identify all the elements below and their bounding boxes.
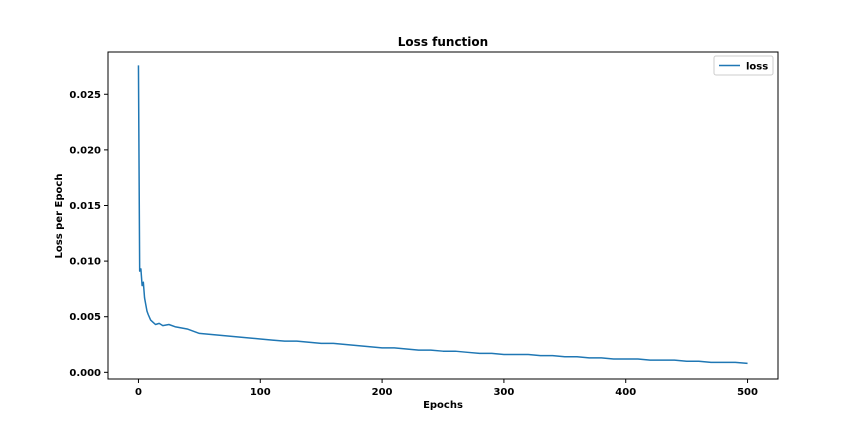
x-axis-ticks: 0 100 200 300 400 500 xyxy=(135,379,758,398)
series-layer xyxy=(137,65,748,365)
legend-box xyxy=(713,55,774,76)
x-tick-label: 100 xyxy=(250,387,271,398)
x-tick-label: 400 xyxy=(615,387,636,398)
y-axis-ticks: 0.000 0.005 0.010 0.015 0.020 0.025 xyxy=(69,90,108,379)
x-tick-label: 300 xyxy=(493,387,514,398)
x-tick-label: 200 xyxy=(372,387,393,398)
legend: loss xyxy=(713,55,774,76)
plot-area-frame xyxy=(107,51,779,380)
y-tick-label: 0.025 xyxy=(69,90,101,101)
series-line-loss xyxy=(137,65,748,365)
x-axis-label: Epochs xyxy=(423,400,463,411)
x-tick-label: 0 xyxy=(135,387,142,398)
y-tick-label: 0.015 xyxy=(69,201,101,212)
chart-title: Loss function xyxy=(398,35,488,49)
y-tick-label: 0.000 xyxy=(69,368,101,379)
y-tick-label: 0.005 xyxy=(69,312,101,323)
y-tick-label: 0.010 xyxy=(69,257,101,268)
x-tick-label: 500 xyxy=(737,387,758,398)
y-tick-label: 0.020 xyxy=(69,145,101,156)
legend-label-loss: loss xyxy=(746,62,768,73)
y-axis-label: Loss per Epoch xyxy=(54,174,65,259)
